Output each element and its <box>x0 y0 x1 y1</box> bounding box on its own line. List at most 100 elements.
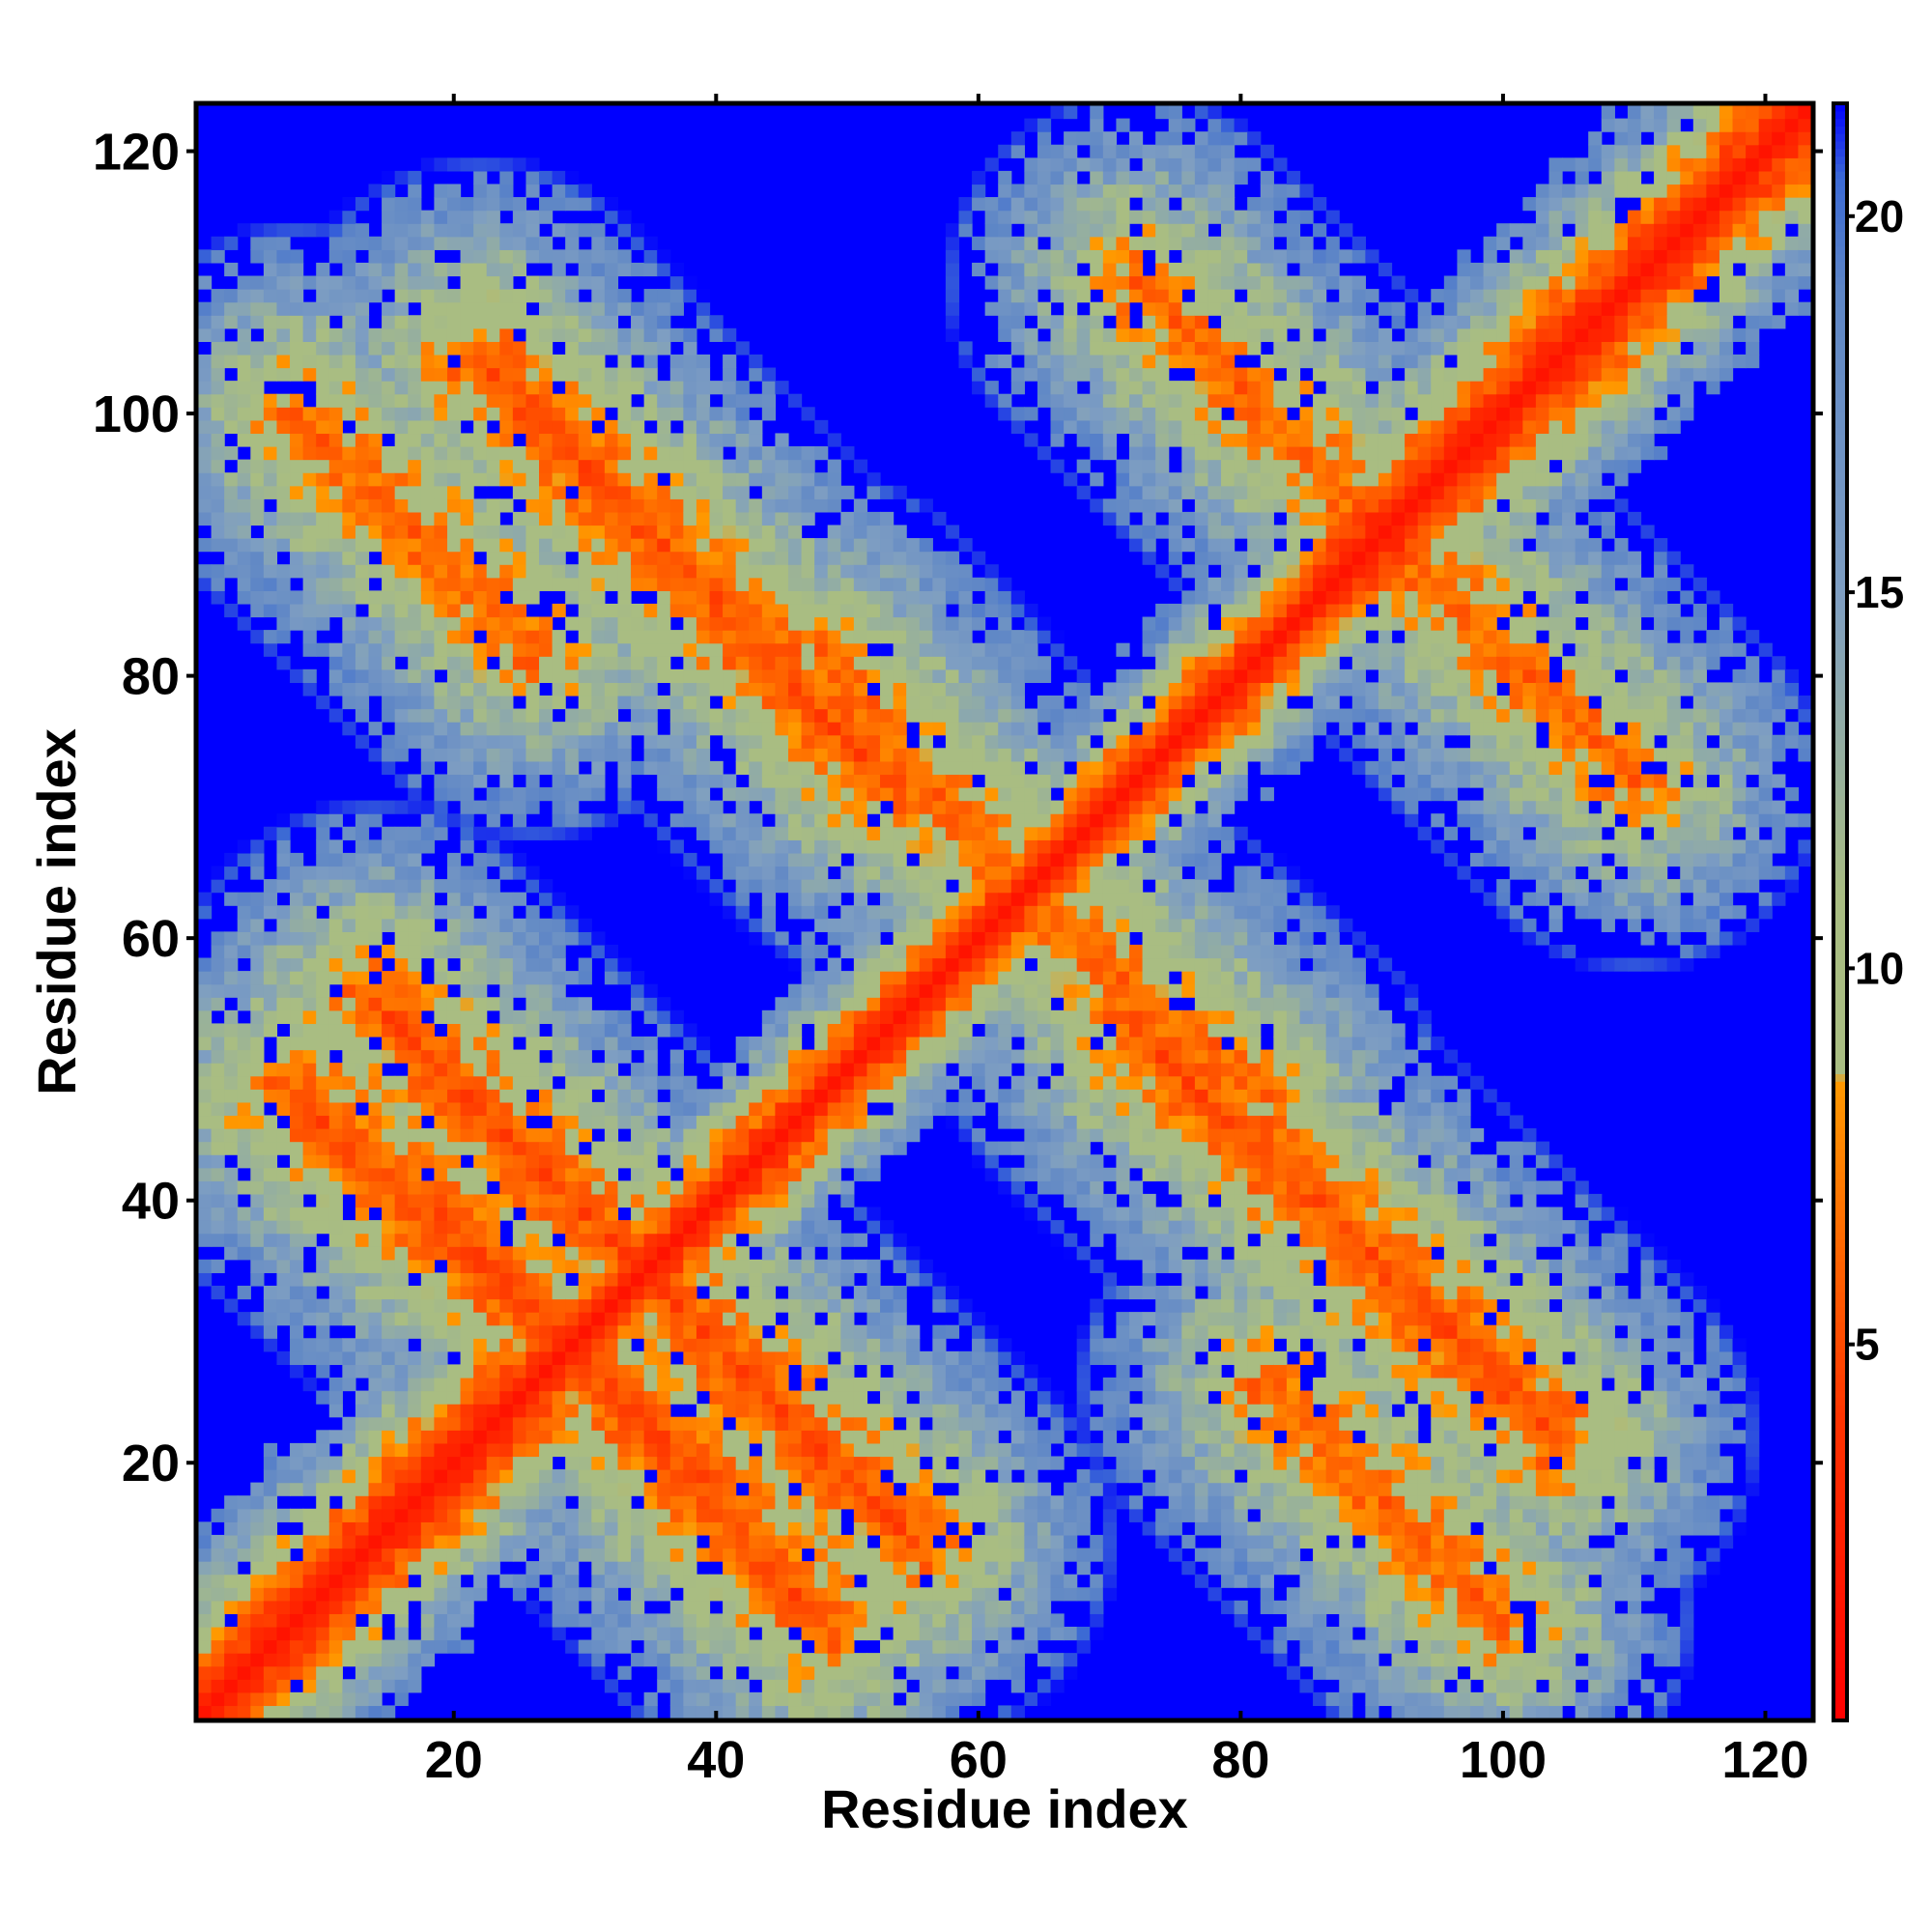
heatmap-cell <box>408 210 422 224</box>
heatmap-cell <box>840 1495 855 1510</box>
heatmap-cell <box>880 1691 895 1707</box>
heatmap-cell <box>276 1063 291 1077</box>
heatmap-cell <box>276 564 291 579</box>
heatmap-cell <box>237 1246 251 1261</box>
heatmap-cell <box>434 1312 448 1326</box>
heatmap-cell <box>617 525 632 539</box>
heatmap-cell <box>302 668 317 683</box>
heatmap-cell <box>631 983 645 998</box>
heatmap-cell <box>893 892 907 906</box>
heatmap-cell <box>617 1259 632 1273</box>
heatmap-cell <box>526 367 540 382</box>
heatmap-cell <box>526 957 540 972</box>
heatmap-cell <box>669 1377 684 1392</box>
heatmap-cell <box>368 407 383 421</box>
heatmap-cell <box>473 590 488 605</box>
heatmap-cell <box>263 997 278 1011</box>
heatmap-cell <box>735 1128 750 1143</box>
heatmap-cell <box>290 1036 304 1051</box>
heatmap-cell <box>749 1404 763 1418</box>
heatmap-cell <box>814 852 829 867</box>
heatmap-cell <box>499 708 514 723</box>
heatmap-cell <box>499 642 514 657</box>
heatmap-cell <box>814 892 829 906</box>
heatmap-cell <box>394 668 409 683</box>
heatmap-cell <box>709 616 724 631</box>
heatmap-cell <box>709 327 724 342</box>
heatmap-cell <box>880 983 895 998</box>
heatmap-cell <box>211 944 225 959</box>
heatmap-cell <box>683 774 697 788</box>
heatmap-cell <box>775 1456 789 1470</box>
heatmap-cell <box>473 1324 488 1339</box>
heatmap-cell <box>486 1285 500 1300</box>
heatmap-cell <box>237 852 251 867</box>
heatmap-cell <box>198 1009 213 1025</box>
heatmap-cell <box>250 630 265 644</box>
heatmap-cell <box>867 918 881 932</box>
heatmap-cell <box>723 577 737 591</box>
heatmap-cell <box>801 1665 815 1680</box>
heatmap-cell <box>604 1626 619 1641</box>
heatmap-cell <box>198 459 213 473</box>
heatmap-cell <box>631 367 645 382</box>
heatmap-cell <box>512 1285 527 1300</box>
heatmap-cell <box>578 642 592 657</box>
heatmap-cell <box>237 1207 251 1221</box>
heatmap-cell <box>723 525 737 539</box>
heatmap-cell <box>827 1679 841 1693</box>
heatmap-cell <box>355 459 370 473</box>
heatmap-cell <box>408 1508 422 1522</box>
heatmap-cell <box>473 1101 488 1117</box>
heatmap-cell <box>578 1548 592 1562</box>
heatmap-cell <box>394 642 409 657</box>
heatmap-cell <box>906 957 921 972</box>
heatmap-cell <box>591 1180 606 1195</box>
heatmap-cell <box>631 603 645 618</box>
heatmap-cell <box>683 498 697 513</box>
heatmap-cell <box>486 1075 500 1090</box>
heatmap-cell <box>591 1404 606 1418</box>
heatmap-cell <box>499 157 514 172</box>
heatmap-cell <box>893 1653 907 1667</box>
heatmap-cell <box>382 905 396 920</box>
heatmap-cell <box>906 931 921 946</box>
heatmap-cell <box>552 1141 566 1155</box>
heatmap-cell <box>735 800 750 814</box>
heatmap-cell <box>276 1548 291 1562</box>
heatmap-cell <box>775 577 789 591</box>
heatmap-cell <box>775 813 789 828</box>
heatmap-cell <box>276 826 291 840</box>
heatmap-cell <box>368 1548 383 1562</box>
heatmap-cell <box>328 538 343 553</box>
heatmap-cell <box>801 852 815 867</box>
heatmap-cell <box>749 1193 763 1208</box>
heatmap-cell <box>761 748 776 762</box>
heatmap-cell <box>631 498 645 513</box>
heatmap-cell <box>420 708 435 723</box>
heatmap-cell <box>801 1049 815 1064</box>
heatmap-cell <box>394 354 409 369</box>
heatmap-cell <box>723 1561 737 1576</box>
heatmap-cell <box>853 997 868 1011</box>
heatmap-cell <box>787 944 803 959</box>
heatmap-cell <box>460 879 474 894</box>
heatmap-cell <box>460 866 474 880</box>
heatmap-cell <box>446 157 462 172</box>
heatmap-cell <box>250 1259 265 1273</box>
heatmap-cell <box>237 275 251 290</box>
heatmap-cell <box>880 944 895 959</box>
heatmap-cell <box>696 301 711 316</box>
heatmap-cell <box>552 1285 566 1300</box>
heatmap-cell <box>683 419 697 435</box>
heatmap-cell <box>787 1115 803 1129</box>
heatmap-cell <box>211 1075 225 1090</box>
heatmap-cell <box>643 1705 658 1719</box>
heatmap-cell <box>631 1180 645 1195</box>
heatmap-cell <box>355 367 370 382</box>
heatmap-cell <box>643 616 658 631</box>
heatmap-cell <box>224 1534 239 1549</box>
heatmap-cell <box>867 1075 881 1090</box>
heatmap-cell <box>775 1469 789 1484</box>
heatmap-cell <box>761 564 776 579</box>
